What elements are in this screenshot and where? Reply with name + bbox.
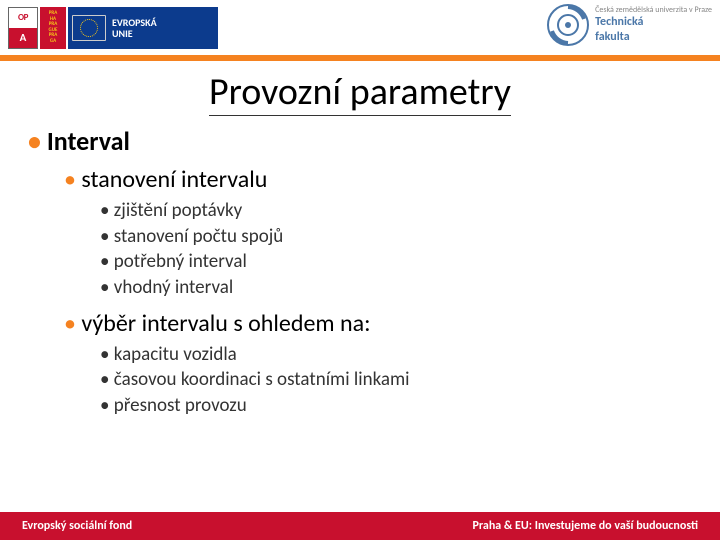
university-logo: Česká zemědělská univerzita v Praze Tech…: [547, 4, 712, 46]
footer-right: Praha & EU: Investujeme do vaší budoucno…: [473, 519, 699, 533]
eu-text: EVROPSKÁ UNIE: [112, 17, 157, 39]
l3-item: zjištění poptávky: [100, 198, 692, 224]
oppa-bottom-text: A: [20, 31, 27, 44]
eu-flag-icon: [72, 15, 106, 41]
slide-content: Provozní parametry Interval stanovení in…: [0, 61, 720, 418]
university-text: Česká zemědělská univerzita v Praze Tech…: [595, 6, 712, 44]
left-logo-group: OP A PRA HA PRA GUE PRA GA EVROPSKÁ UNIE: [0, 0, 218, 55]
l1-item: Interval stanovení intervalu zjištění po…: [28, 125, 692, 418]
l3-item: potřebný interval: [100, 249, 692, 275]
l2-item: stanovení intervalu zjištění poptávky st…: [64, 165, 692, 301]
l3-item: časovou koordinaci s ostatními linkami: [100, 367, 692, 393]
oppa-top-text: OP: [18, 12, 28, 23]
l2-item: výběr intervalu s ohledem na: kapacitu v…: [64, 309, 692, 419]
oppa-logo: OP A: [8, 7, 38, 49]
bullet-list-l2: stanovení intervalu zjištění poptávky st…: [64, 165, 692, 418]
footer-bar: Evropský sociální fond Praha & EU: Inves…: [0, 512, 720, 540]
eu-band: EVROPSKÁ UNIE: [68, 7, 218, 49]
l3-item: přesnost provozu: [100, 393, 692, 419]
praha-logo: PRA HA PRA GUE PRA GA: [40, 7, 66, 49]
bullet-list-l3: kapacitu vozidla časovou koordinaci s os…: [100, 342, 692, 419]
slide-title: Provozní parametry: [28, 69, 692, 115]
bullet-list-l1: Interval stanovení intervalu zjištění po…: [28, 125, 692, 418]
faculty-icon: [547, 4, 589, 46]
l3-item: kapacitu vozidla: [100, 342, 692, 368]
l3-item: stanovení počtu spojů: [100, 224, 692, 250]
header-bar: OP A PRA HA PRA GUE PRA GA EVROPSKÁ UNIE: [0, 0, 720, 55]
l3-item: vhodný interval: [100, 275, 692, 301]
bullet-list-l3: zjištění poptávky stanovení počtu spojů …: [100, 198, 692, 301]
footer-left: Evropský sociální fond: [22, 519, 132, 533]
